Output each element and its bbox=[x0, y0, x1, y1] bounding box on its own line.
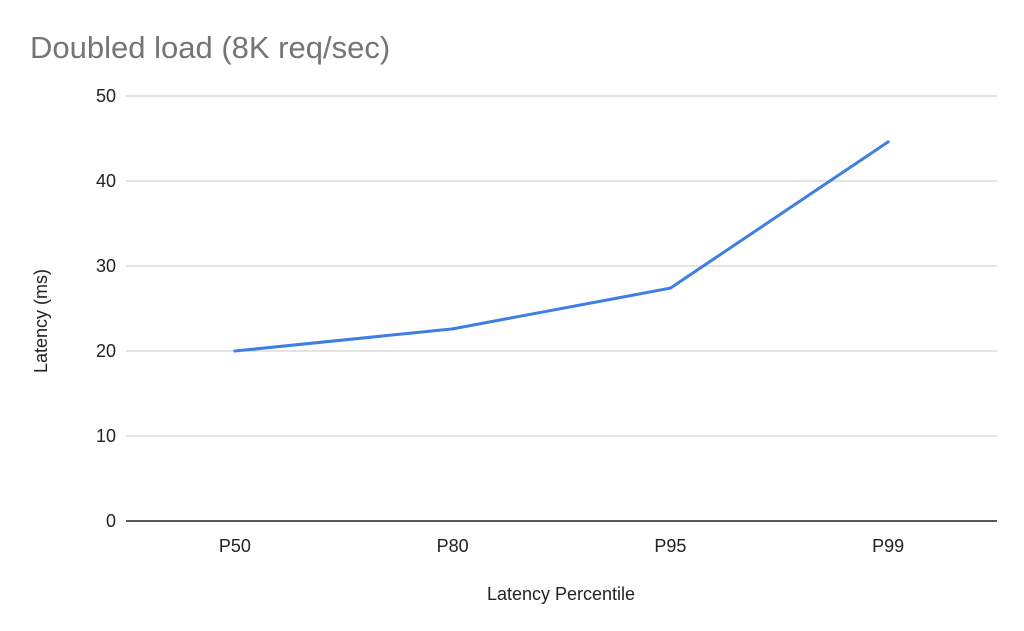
x-axis-ticks: P50 P80 P95 P99 bbox=[219, 536, 904, 556]
y-tick-label: 20 bbox=[96, 341, 116, 361]
x-tick-label: P99 bbox=[872, 536, 904, 556]
series-layer bbox=[233, 140, 890, 353]
y-tick-label: 0 bbox=[106, 511, 116, 531]
chart-title: Doubled load (8K req/sec) bbox=[30, 30, 390, 65]
x-tick-label: P95 bbox=[654, 536, 686, 556]
y-tick-label: 10 bbox=[96, 426, 116, 446]
x-tick-label: P80 bbox=[437, 536, 469, 556]
x-axis-label: Latency Percentile bbox=[487, 584, 635, 604]
data-point bbox=[233, 349, 237, 353]
y-tick-label: 40 bbox=[96, 171, 116, 191]
data-point bbox=[451, 327, 455, 331]
x-tick-label: P50 bbox=[219, 536, 251, 556]
y-tick-label: 50 bbox=[96, 86, 116, 106]
data-point bbox=[886, 140, 890, 144]
data-point bbox=[668, 286, 672, 290]
y-tick-label: 30 bbox=[96, 256, 116, 276]
series-line bbox=[233, 140, 890, 353]
y-axis-ticks: 0 10 20 30 40 50 bbox=[96, 86, 116, 531]
y-axis-label: Latency (ms) bbox=[31, 269, 51, 373]
gridlines bbox=[126, 95, 997, 522]
